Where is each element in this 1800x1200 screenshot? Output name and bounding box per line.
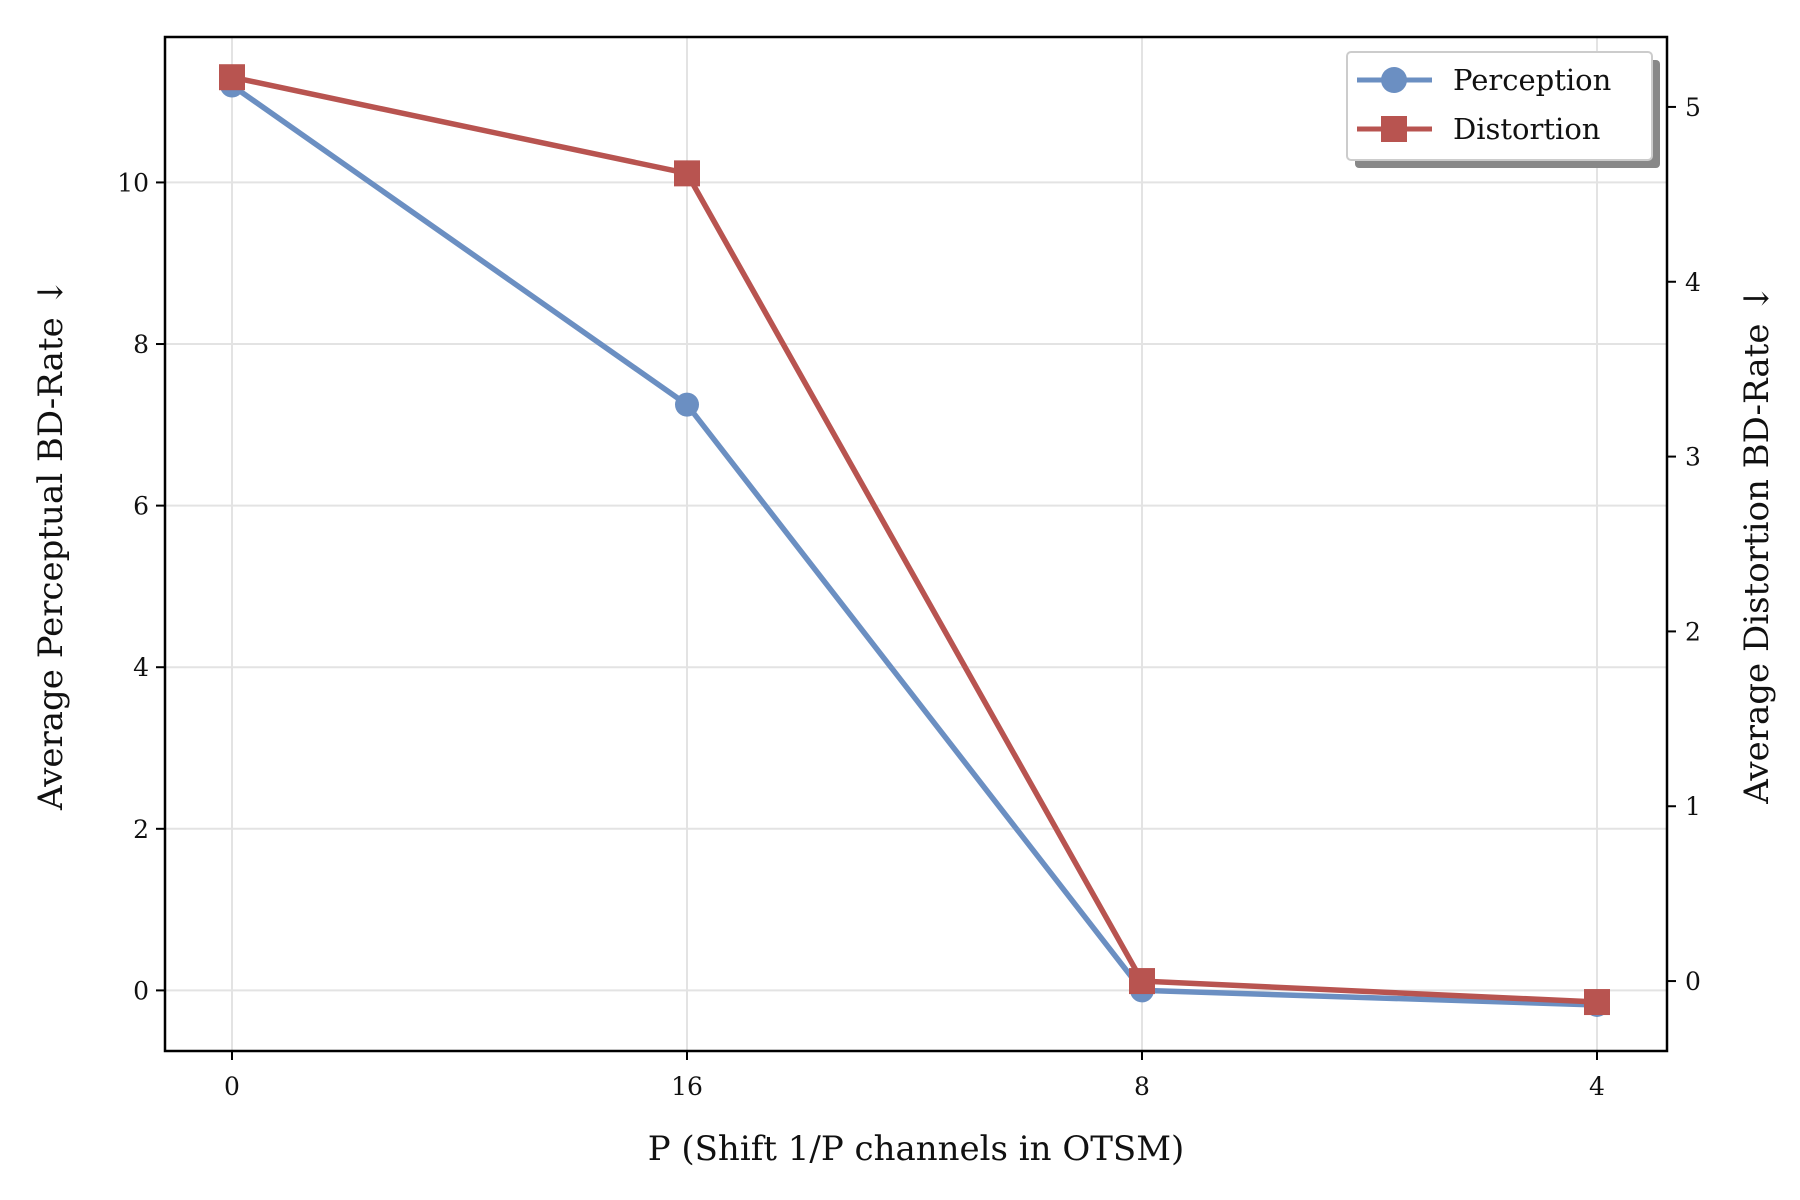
y-right-tick-label: 1 xyxy=(1685,792,1701,821)
y-right-tick-label: 5 xyxy=(1685,93,1701,122)
x-tick-label: 0 xyxy=(224,1072,240,1101)
y-left-tick-label: 0 xyxy=(133,976,149,1005)
perception-point xyxy=(675,392,699,417)
axes: 0 16 8 4 0 2 4 6 8 10 0 1 2 3 4 5 xyxy=(117,93,1701,1101)
y-axis-right-title: Average Distortion BD-Rate ↓ xyxy=(1737,284,1777,805)
y-right-tick-label: 2 xyxy=(1685,617,1701,646)
x-tick-label: 8 xyxy=(1134,1072,1150,1101)
y-left-tick-label: 6 xyxy=(133,492,149,521)
y-right-tick-label: 0 xyxy=(1685,967,1701,996)
legend: Perception Distortion xyxy=(1346,51,1660,168)
distortion-series-line xyxy=(231,74,1598,1005)
x-tick-label: 16 xyxy=(671,1072,703,1101)
y-axis-left-title: Average Perceptual BD-Rate ↓ xyxy=(31,278,71,811)
plot-frame xyxy=(163,35,1669,1053)
y-left-tick-label: 10 xyxy=(117,168,149,197)
legend-perception-marker xyxy=(1381,67,1407,93)
y-left-tick-label: 8 xyxy=(133,330,149,359)
distortion-point xyxy=(219,64,245,91)
y-right-tick-label: 4 xyxy=(1685,268,1701,297)
legend-distortion-label: Distortion xyxy=(1453,112,1600,146)
y-right-tick-label: 3 xyxy=(1685,443,1701,472)
grid xyxy=(165,37,1667,1051)
legend-distortion-marker xyxy=(1381,116,1407,142)
legend-perception-label: Perception xyxy=(1453,63,1611,97)
distortion-point xyxy=(1584,989,1610,1016)
y-left-tick-label: 2 xyxy=(133,815,149,844)
y-left-tick-label: 4 xyxy=(133,653,149,682)
perception-series-line xyxy=(230,83,1598,1008)
distortion-point xyxy=(674,160,700,187)
series-layer xyxy=(219,64,1610,1017)
x-axis-title: P (Shift 1/P channels in OTSM) xyxy=(648,1129,1185,1169)
distortion-point xyxy=(1129,968,1155,995)
x-tick-label: 4 xyxy=(1589,1072,1605,1101)
